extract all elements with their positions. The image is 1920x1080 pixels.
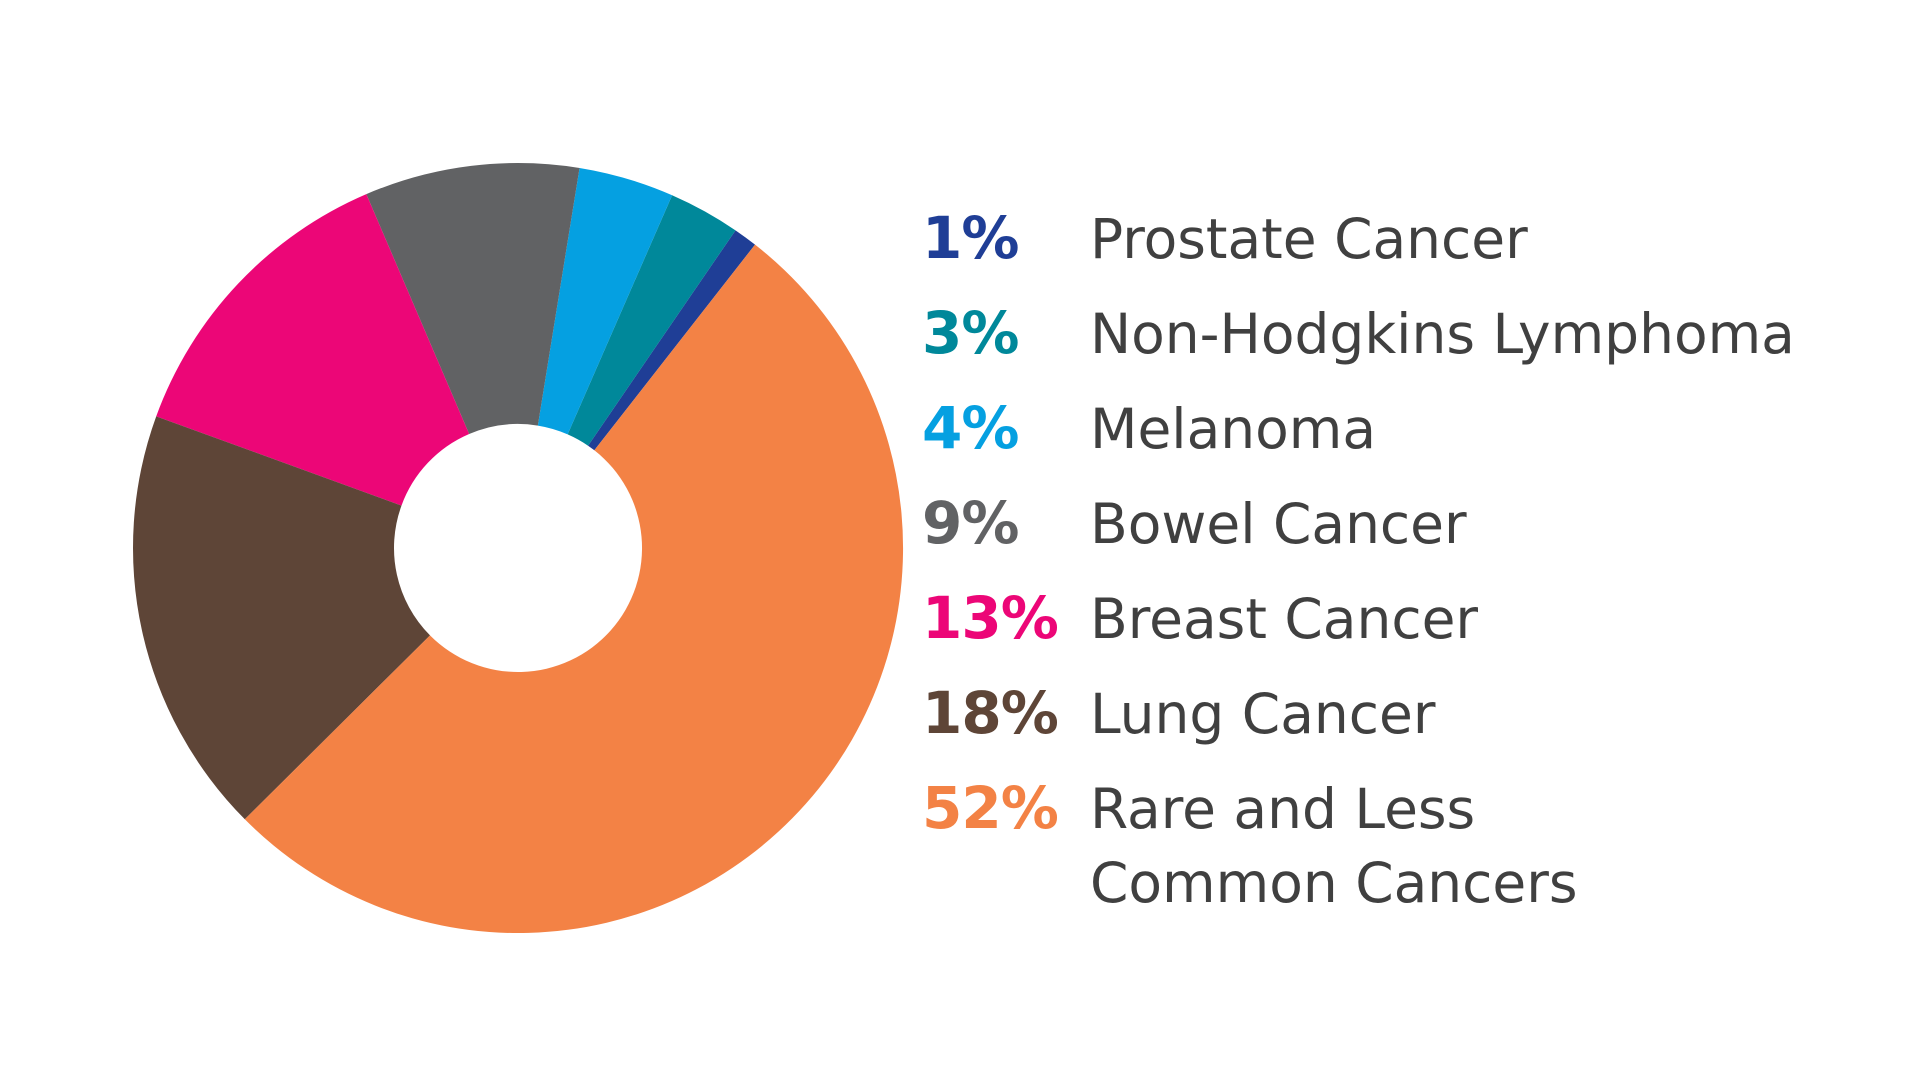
legend: 1% Prostate Cancer 3% Non-Hodgkins Lymphoma… bbox=[922, 202, 1882, 915]
donut-slices bbox=[133, 162, 904, 934]
donut-slice-6 bbox=[244, 244, 904, 934]
donut-slice-5 bbox=[133, 416, 431, 820]
donut-slice-0 bbox=[588, 230, 756, 451]
donut-slice-4 bbox=[156, 194, 470, 506]
legend-label: Melanoma bbox=[1090, 397, 1377, 461]
legend-label: Breast Cancer bbox=[1090, 587, 1479, 651]
legend-percent: 1% bbox=[922, 204, 1019, 272]
legend-label: Bowel Cancer bbox=[1090, 492, 1467, 556]
legend-percent: 4% bbox=[922, 394, 1019, 462]
legend-item: 9% Bowel Cancer bbox=[922, 487, 1882, 582]
legend-percent: 52% bbox=[922, 774, 1059, 842]
legend-item: 52% Rare and Less Common Cancers bbox=[922, 772, 1882, 915]
legend-item: 13% Breast Cancer bbox=[922, 582, 1882, 677]
legend-percent: 9% bbox=[922, 489, 1019, 557]
legend-item: 1% Prostate Cancer bbox=[922, 202, 1882, 297]
legend-percent: 18% bbox=[922, 679, 1059, 747]
legend-percent: 3% bbox=[922, 299, 1019, 367]
donut-slice-2 bbox=[537, 167, 673, 435]
donut-chart bbox=[133, 162, 904, 934]
legend-percent: 13% bbox=[922, 584, 1059, 652]
legend-item: 4% Melanoma bbox=[922, 392, 1882, 487]
legend-item: 3% Non-Hodgkins Lymphoma bbox=[922, 297, 1882, 392]
legend-item: 18% Lung Cancer bbox=[922, 677, 1882, 772]
legend-label: Non-Hodgkins Lymphoma bbox=[1090, 302, 1795, 366]
donut-slice-3 bbox=[366, 162, 580, 435]
legend-label: Lung Cancer bbox=[1090, 682, 1436, 746]
legend-label: Rare and Less Common Cancers bbox=[1090, 777, 1578, 915]
legend-label: Prostate Cancer bbox=[1090, 207, 1528, 271]
donut-slice-1 bbox=[567, 195, 736, 446]
